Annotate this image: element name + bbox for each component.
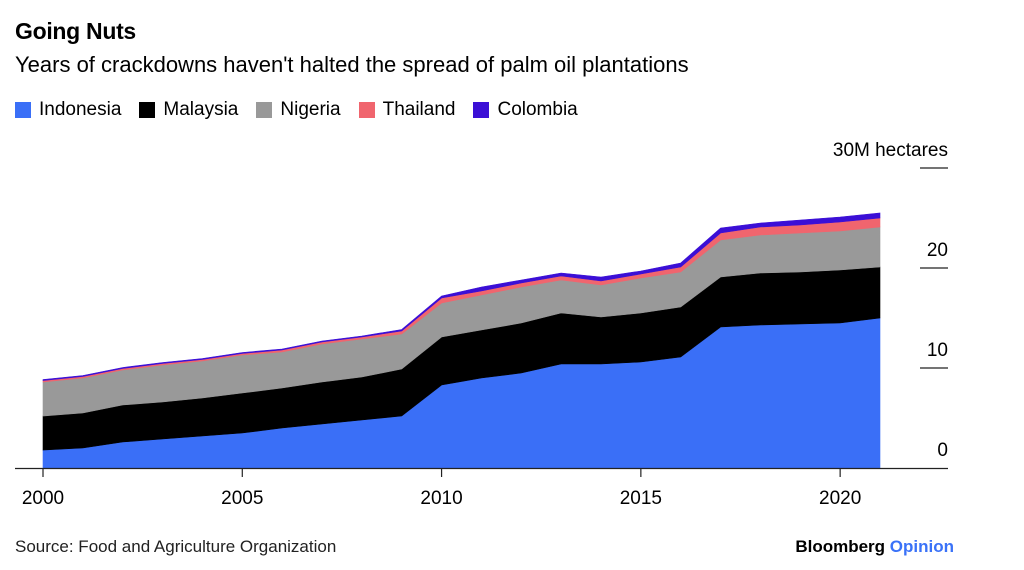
legend-swatch: [15, 102, 31, 118]
legend-item-nigeria: Nigeria: [256, 99, 341, 121]
brand-suffix: Opinion: [889, 537, 954, 556]
legend-swatch: [358, 102, 375, 118]
legend-label: Malaysia: [163, 99, 239, 120]
legend-item-indonesia: Indonesia: [15, 99, 121, 121]
x-tick-label: 2005: [221, 488, 263, 509]
legend-label: Indonesia: [39, 99, 122, 120]
y-tick-label: 20: [927, 240, 948, 261]
legend-label: Nigeria: [280, 99, 341, 120]
x-tick-label: 2015: [620, 488, 662, 509]
y-tick-label: 30M hectares: [833, 140, 948, 161]
x-tick-label: 2000: [22, 488, 64, 509]
chart-subtitle: Years of crackdowns haven't halted the s…: [15, 52, 689, 77]
legend-swatch: [473, 102, 490, 118]
area-colombia: [42, 212, 881, 381]
y-tick-label: 10: [927, 340, 948, 361]
legend-item-malaysia: Malaysia: [139, 99, 238, 121]
legend-swatch: [256, 102, 273, 118]
legend-label: Colombia: [497, 99, 578, 120]
legend-label: Thailand: [382, 99, 456, 120]
chart-title: Going Nuts: [15, 18, 136, 44]
brand-name: Bloomberg: [795, 537, 886, 556]
legend: Indonesia Malaysia Nigeria Thailand Colombia: [15, 99, 578, 121]
legend-item-colombia: Colombia: [473, 99, 578, 121]
legend-swatch: [139, 102, 156, 118]
x-tick-label: 2010: [420, 488, 462, 509]
y-tick-label: 0: [937, 440, 948, 461]
brand-logo: Bloomberg Opinion: [795, 537, 954, 557]
x-tick-label: 2020: [819, 488, 861, 509]
legend-item-thailand: Thailand: [358, 99, 456, 121]
source-note: Source: Food and Agriculture Organizatio…: [15, 537, 337, 556]
